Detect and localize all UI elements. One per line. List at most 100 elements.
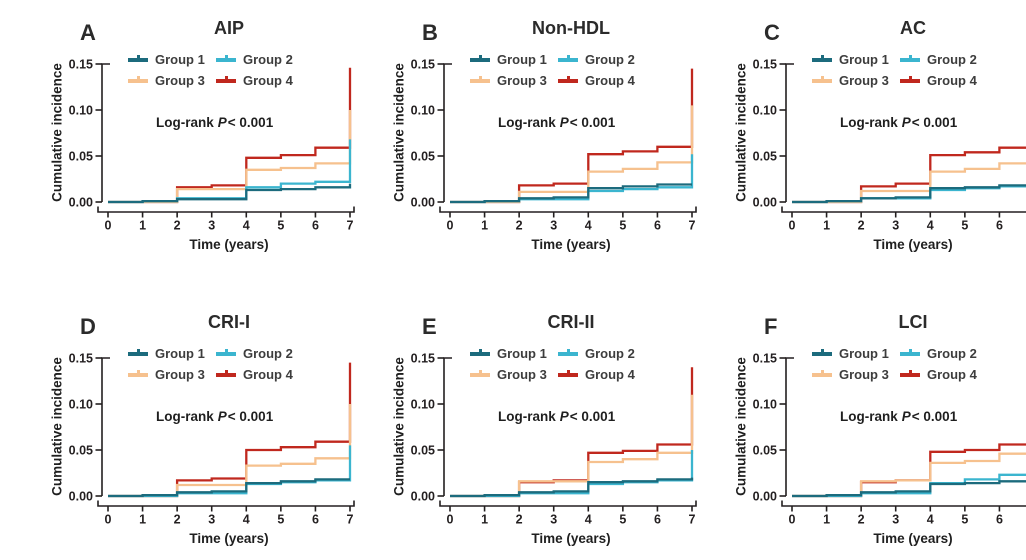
censor-tick-icon	[224, 369, 228, 375]
legend-label: Group 3	[497, 367, 547, 382]
y-tick-label: 0.15	[69, 352, 93, 366]
legend-label: Group 2	[243, 52, 293, 67]
survival-curve-marker-icon	[558, 75, 578, 83]
y-tick-label: 0.15	[411, 58, 435, 72]
censor-tick-icon	[224, 54, 228, 60]
x-axis-title: Time (years)	[873, 531, 953, 546]
y-tick-label: 0.15	[753, 352, 777, 366]
survival-curve-marker-icon	[128, 54, 148, 62]
p-symbol: P	[559, 409, 569, 424]
x-axis	[97, 500, 355, 507]
legend: Group 1 Group 2 Group 3 Group 4	[128, 347, 293, 382]
legend-label: Group 3	[155, 73, 205, 88]
y-tick-label: 0.15	[411, 352, 435, 366]
censor-tick-icon	[820, 54, 824, 60]
legend-item-group-4: Group 4	[900, 368, 977, 382]
survival-curve-marker-icon	[128, 348, 148, 356]
y-tick-label: 0.10	[69, 398, 93, 412]
censor-tick-icon	[820, 369, 824, 375]
censor-tick-icon	[908, 348, 912, 354]
censor-tick-icon	[136, 369, 140, 375]
legend-label: Group 1	[155, 52, 205, 67]
panel-title: AC	[900, 18, 926, 38]
survival-curve-marker-icon	[216, 348, 236, 356]
legend-item-group-3: Group 3	[812, 368, 900, 382]
legend-label: Group 1	[497, 346, 547, 361]
legend-label: Group 1	[497, 52, 547, 67]
curve-group-4	[108, 362, 352, 498]
x-tick-label: 5	[619, 513, 626, 527]
y-tick-label: 0.05	[411, 150, 435, 164]
y-tick-label: 0.05	[69, 444, 93, 458]
x-axis	[97, 206, 355, 213]
x-tick-label: 6	[312, 219, 319, 233]
x-tick-label: 6	[996, 219, 1003, 233]
legend-item-group-4: Group 4	[558, 74, 635, 88]
legend-label: Group 4	[927, 73, 977, 88]
x-tick-label: 2	[516, 219, 523, 233]
legend-label: Group 4	[585, 367, 635, 382]
censor-tick-icon	[136, 54, 140, 60]
survival-curve-marker-icon	[470, 54, 490, 62]
legend-item-group-3: Group 3	[470, 368, 558, 382]
legend-item-group-2: Group 2	[558, 347, 635, 361]
censor-tick-icon	[820, 348, 824, 354]
km-panel: B Non-HDL Cumulative incidence Group 1 G…	[382, 16, 724, 266]
panel-letter: C	[764, 20, 781, 45]
x-tick-label: 6	[654, 219, 661, 233]
censor-tick-icon	[478, 75, 482, 81]
y-axis	[101, 357, 110, 496]
panel-letter: F	[764, 314, 778, 339]
curve-group-4	[792, 146, 1026, 204]
curve-group-3	[792, 162, 1026, 204]
censor-tick-icon	[566, 348, 570, 354]
y-axis	[101, 63, 110, 202]
y-axis	[443, 63, 452, 202]
legend-label: Group 3	[839, 367, 889, 382]
x-axis	[439, 500, 697, 507]
survival-curve-marker-icon	[812, 348, 832, 356]
legend-label: Group 2	[585, 52, 635, 67]
p-symbol: P	[217, 409, 227, 424]
p-value-prefix: Log-rank	[498, 115, 556, 130]
survival-curve-marker-icon	[470, 369, 490, 377]
curve-group-3	[450, 394, 694, 498]
legend-item-group-3: Group 3	[128, 74, 216, 88]
censor-tick-icon	[224, 348, 228, 354]
x-tick-label: 7	[347, 513, 354, 527]
legend-label: Group 4	[243, 73, 293, 88]
x-tick-label: 4	[243, 219, 250, 233]
panel-title: CRI-I	[208, 312, 250, 332]
km-panel: A AIP Cumulative incidence Group 1 Group…	[40, 16, 382, 266]
x-tick-label: 2	[858, 513, 865, 527]
legend-label: Group 4	[927, 367, 977, 382]
y-tick-label: 0.00	[411, 196, 435, 210]
y-tick-label: 0.00	[69, 490, 93, 504]
x-tick-label: 3	[208, 513, 215, 527]
x-axis-title: Time (years)	[189, 237, 269, 252]
censor-tick-icon	[820, 75, 824, 81]
curve-group-2	[108, 139, 352, 204]
curve-group-2	[450, 450, 694, 498]
km-panel: C AC Cumulative incidence Group 1 Group …	[724, 16, 1026, 266]
survival-curve-marker-icon	[216, 54, 236, 62]
survival-curve-marker-icon	[128, 369, 148, 377]
curve-group-1	[792, 184, 1026, 204]
x-axis-title: Time (years)	[189, 531, 269, 546]
legend-label: Group 1	[839, 52, 889, 67]
x-tick-label: 4	[243, 513, 250, 527]
legend-label: Group 1	[839, 346, 889, 361]
log-rank-p-value: Log-rank P< 0.001	[498, 409, 615, 424]
y-tick-label: 0.15	[69, 58, 93, 72]
legend: Group 1 Group 2 Group 3 Group 4	[812, 347, 977, 382]
y-axis	[785, 63, 794, 202]
x-tick-label: 2	[516, 513, 523, 527]
figure-grid: A AIP Cumulative incidence Group 1 Group…	[40, 16, 1026, 546]
log-rank-p-value: Log-rank P< 0.001	[840, 409, 957, 424]
legend-label: Group 2	[927, 52, 977, 67]
survival-curve-marker-icon	[470, 348, 490, 356]
